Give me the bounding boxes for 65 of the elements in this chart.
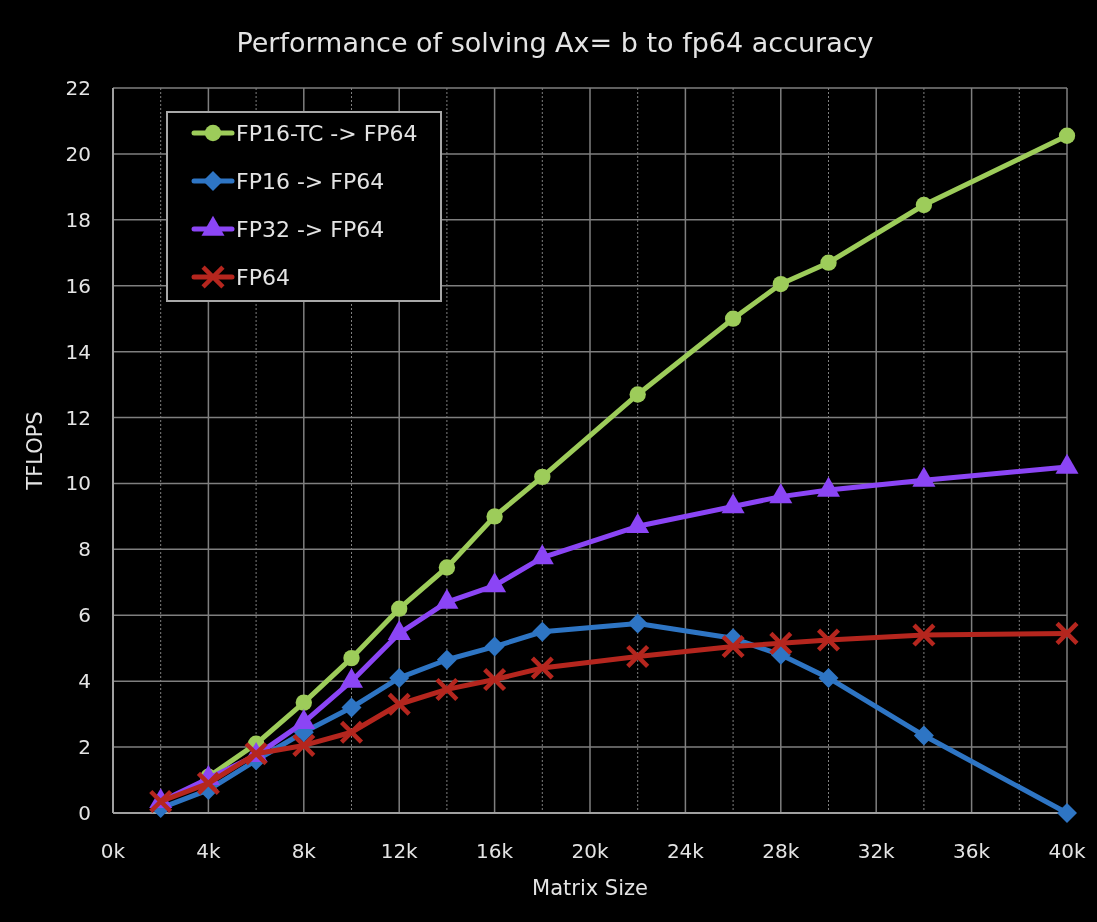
x-tick-label: 28k bbox=[762, 839, 800, 863]
point bbox=[818, 667, 839, 688]
point bbox=[434, 677, 460, 702]
point bbox=[343, 649, 360, 667]
point bbox=[772, 275, 789, 293]
y-tick-label: 8 bbox=[78, 537, 91, 562]
point bbox=[482, 667, 507, 692]
point bbox=[1057, 803, 1077, 823]
point bbox=[291, 733, 316, 758]
point bbox=[486, 508, 503, 525]
point bbox=[724, 310, 742, 327]
x-axis-title: Matrix Size bbox=[532, 876, 648, 900]
point bbox=[911, 622, 937, 648]
point bbox=[629, 386, 646, 403]
point bbox=[387, 692, 412, 717]
x-tick-label: 12k bbox=[380, 839, 419, 863]
x-tick-label: 40k bbox=[1048, 839, 1086, 863]
point bbox=[341, 697, 362, 718]
y-tick-label: 2 bbox=[78, 735, 91, 760]
point bbox=[1058, 127, 1076, 144]
legend-label: FP32 -> FP64 bbox=[236, 216, 385, 242]
y-axis-title: TFLOPS bbox=[23, 411, 47, 491]
point bbox=[820, 254, 837, 271]
x-tick-label: 16k bbox=[476, 839, 514, 863]
y-tick-label: 20 bbox=[65, 141, 91, 166]
point bbox=[436, 649, 457, 670]
point bbox=[339, 720, 364, 745]
y-tick-label: 16 bbox=[65, 273, 91, 298]
point bbox=[530, 655, 555, 681]
y-tick-label: 12 bbox=[65, 405, 91, 430]
point bbox=[484, 636, 505, 657]
point bbox=[196, 771, 221, 796]
legend-label: FP64 bbox=[236, 264, 290, 290]
point bbox=[627, 613, 648, 634]
point bbox=[1054, 621, 1080, 646]
x-tick-label: 32k bbox=[857, 839, 896, 863]
x-tick-label: 4k bbox=[196, 839, 221, 863]
y-tick-label: 18 bbox=[65, 207, 91, 232]
point bbox=[816, 627, 841, 653]
y-tick-label: 0 bbox=[78, 801, 91, 825]
point bbox=[148, 789, 173, 814]
x-tick-label: 0k bbox=[100, 839, 126, 863]
y-tick-label: 22 bbox=[65, 76, 91, 100]
x-tick-label: 20k bbox=[571, 839, 609, 863]
point bbox=[391, 600, 408, 617]
point bbox=[720, 634, 746, 659]
y-tick-label: 6 bbox=[78, 603, 91, 628]
point bbox=[625, 644, 650, 669]
y-tick-label: 14 bbox=[65, 339, 91, 364]
chart-title: Performance of solving Ax= b to fp64 accuracy bbox=[236, 27, 874, 58]
point bbox=[532, 621, 553, 642]
x-tick-label: 24k bbox=[666, 839, 705, 863]
point bbox=[915, 196, 933, 214]
point bbox=[295, 694, 312, 711]
x-tick-label: 36k bbox=[953, 839, 991, 863]
point bbox=[768, 631, 793, 656]
point bbox=[913, 725, 934, 746]
point bbox=[438, 559, 456, 576]
y-tick-label: 10 bbox=[65, 471, 91, 496]
legend-label: FP16-TC -> FP64 bbox=[236, 120, 418, 146]
y-tick-label: 4 bbox=[78, 669, 91, 694]
x-tick-label: 8k bbox=[291, 839, 317, 863]
legend-label: FP16 -> FP64 bbox=[236, 168, 385, 194]
point bbox=[389, 667, 410, 688]
point bbox=[534, 468, 551, 486]
